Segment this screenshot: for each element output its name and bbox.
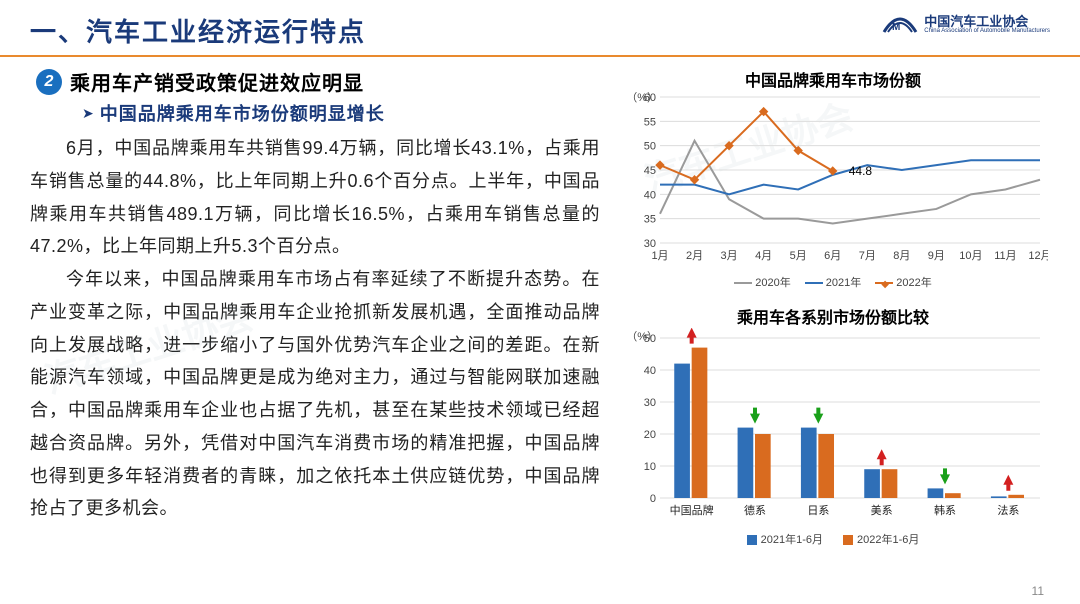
svg-text:30: 30: [644, 238, 656, 250]
line-chart-title: 中国品牌乘用车市场份额: [618, 67, 1048, 91]
line-chart-block: 中国品牌乘用车市场份额 （%）303540455055601月2月3月4月5月6…: [618, 67, 1048, 290]
svg-text:8月: 8月: [893, 250, 910, 262]
svg-text:20: 20: [644, 429, 656, 441]
svg-text:55: 55: [644, 116, 656, 128]
bar-chart-title: 乘用车各系别市场份额比较: [618, 304, 1048, 328]
bar-chart-legend: 2021年1-6月 2022年1-6月: [618, 531, 1048, 547]
svg-text:2月: 2月: [686, 250, 703, 262]
bar-chart-block: 乘用车各系别市场份额比较 （%）01020304050中国品牌德系日系美系韩系法…: [618, 304, 1048, 547]
svg-text:6月: 6月: [824, 250, 841, 262]
svg-text:10: 10: [644, 461, 656, 473]
svg-text:12月: 12月: [1028, 250, 1048, 262]
svg-text:0: 0: [650, 493, 656, 505]
subheading-text: 乘用车产销受政策促进效应明显: [70, 67, 364, 96]
page-number: 11: [1032, 584, 1044, 598]
svg-text:45: 45: [644, 165, 656, 177]
logo-en: China Association of Automobile Manufact…: [924, 28, 1050, 34]
logo-cn: 中国汽车工业协会: [924, 15, 1050, 28]
line-chart: （%）303540455055601月2月3月4月5月6月7月8月9月10月11…: [618, 91, 1048, 276]
svg-text:11月: 11月: [994, 250, 1016, 262]
bullet-text: 中国品牌乘用车市场份额明显增长: [100, 100, 385, 126]
svg-text:40: 40: [644, 365, 656, 377]
svg-text:1月: 1月: [651, 250, 668, 262]
line-chart-svg: （%）303540455055601月2月3月4月5月6月7月8月9月10月11…: [618, 91, 1048, 271]
subheading-number: 2: [36, 69, 62, 95]
svg-text:40: 40: [644, 189, 656, 201]
svg-text:50: 50: [644, 333, 656, 345]
body: 2 乘用车产销受政策促进效应明显 ➤ 中国品牌乘用车市场份额明显增长 6月，中国…: [30, 67, 1050, 547]
svg-text:4月: 4月: [755, 250, 772, 262]
subheading-bullet: ➤ 中国品牌乘用车市场份额明显增长: [82, 100, 600, 126]
legend-item: 2021年: [805, 274, 861, 290]
paragraph-1: 6月，中国品牌乘用车共销售99.4万辆，同比增长43.1%，占乘用车销售总量的4…: [30, 132, 600, 263]
svg-text:法系: 法系: [997, 503, 1019, 517]
logo-text: 中国汽车工业协会 China Association of Automobile…: [924, 15, 1050, 34]
logo: M 中国汽车工业协会 China Association of Automobi…: [882, 10, 1050, 38]
svg-text:日系: 日系: [807, 504, 829, 517]
svg-text:韩系: 韩系: [934, 503, 956, 517]
text-column: 2 乘用车产销受政策促进效应明显 ➤ 中国品牌乘用车市场份额明显增长 6月，中国…: [30, 67, 600, 547]
chart-column: 中国品牌乘用车市场份额 （%）303540455055601月2月3月4月5月6…: [618, 67, 1048, 547]
legend-item: ◆2022年: [875, 274, 931, 290]
svg-text:9月: 9月: [928, 250, 945, 262]
slide-page: 汽车工业协会 汽车工业协会 一、汽车工业经济运行特点 M 中国汽车工业协会 Ch…: [0, 0, 1080, 604]
svg-text:30: 30: [644, 397, 656, 409]
svg-text:5月: 5月: [790, 250, 807, 262]
svg-text:44.8: 44.8: [849, 164, 873, 178]
subheading: 2 乘用车产销受政策促进效应明显: [36, 67, 600, 96]
legend-item: 2020年: [734, 274, 790, 290]
bar-chart-svg: （%）01020304050中国品牌德系日系美系韩系法系: [618, 328, 1048, 528]
svg-text:3月: 3月: [721, 250, 738, 262]
svg-text:美系: 美系: [871, 504, 893, 517]
legend-item: 2022年1-6月: [843, 531, 919, 547]
svg-text:50: 50: [644, 141, 656, 153]
svg-text:60: 60: [644, 92, 656, 104]
legend-item: 2021年1-6月: [747, 531, 823, 547]
bar-chart: （%）01020304050中国品牌德系日系美系韩系法系: [618, 328, 1048, 533]
svg-text:德系: 德系: [744, 503, 766, 517]
svg-text:35: 35: [644, 214, 656, 226]
header: 一、汽车工业经济运行特点 M 中国汽车工业协会 China Associatio…: [30, 12, 1050, 49]
svg-text:M: M: [892, 22, 900, 33]
svg-text:7月: 7月: [859, 250, 876, 262]
header-rule: [0, 55, 1080, 57]
line-chart-legend: 2020年 2021年 ◆2022年: [618, 274, 1048, 290]
page-title: 一、汽车工业经济运行特点: [30, 12, 366, 49]
logo-mark-icon: M: [882, 10, 918, 38]
paragraph-2: 今年以来，中国品牌乘用车市场占有率延续了不断提升态势。在产业变革之际，中国品牌乘…: [30, 263, 600, 525]
triangle-icon: ➤: [82, 105, 94, 122]
svg-text:中国品牌: 中国品牌: [670, 503, 714, 517]
svg-text:10月: 10月: [959, 250, 982, 262]
